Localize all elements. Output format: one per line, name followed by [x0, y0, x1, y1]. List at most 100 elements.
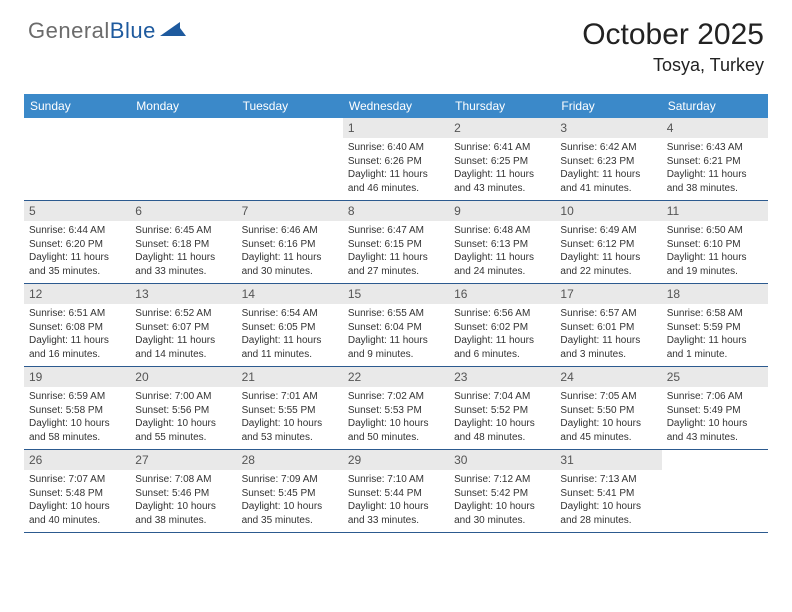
sunrise-text: Sunrise: 6:42 AM [560, 141, 657, 155]
day-info: Sunrise: 6:52 AMSunset: 6:07 PMDaylight:… [130, 304, 236, 365]
sunrise-text: Sunrise: 7:05 AM [560, 390, 657, 404]
sunrise-text: Sunrise: 6:41 AM [454, 141, 551, 155]
day-cell: 21Sunrise: 7:01 AMSunset: 5:55 PMDayligh… [237, 367, 343, 449]
sunset-text: Sunset: 5:45 PM [242, 487, 339, 501]
month-title: October 2025 [582, 18, 764, 51]
day-info: Sunrise: 7:00 AMSunset: 5:56 PMDaylight:… [130, 387, 236, 448]
day-header-cell: Thursday [449, 94, 555, 118]
day-cell: 20Sunrise: 7:00 AMSunset: 5:56 PMDayligh… [130, 367, 236, 449]
sunrise-text: Sunrise: 7:10 AM [348, 473, 445, 487]
sunset-text: Sunset: 6:05 PM [242, 321, 339, 335]
daylight-text: Daylight: 11 hours and 19 minutes. [667, 251, 764, 278]
day-number: 12 [24, 284, 130, 304]
day-info: Sunrise: 6:56 AMSunset: 6:02 PMDaylight:… [449, 304, 555, 365]
day-number [237, 118, 343, 136]
daylight-text: Daylight: 10 hours and 53 minutes. [242, 417, 339, 444]
day-info: Sunrise: 7:13 AMSunset: 5:41 PMDaylight:… [555, 470, 661, 531]
day-number: 28 [237, 450, 343, 470]
daylight-text: Daylight: 11 hours and 41 minutes. [560, 168, 657, 195]
day-number: 3 [555, 118, 661, 138]
day-info: Sunrise: 6:54 AMSunset: 6:05 PMDaylight:… [237, 304, 343, 365]
triangle-icon [160, 20, 186, 43]
sunrise-text: Sunrise: 6:44 AM [29, 224, 126, 238]
sunset-text: Sunset: 6:21 PM [667, 155, 764, 169]
sunrise-text: Sunrise: 6:59 AM [29, 390, 126, 404]
day-number: 24 [555, 367, 661, 387]
day-number: 25 [662, 367, 768, 387]
sunrise-text: Sunrise: 6:48 AM [454, 224, 551, 238]
day-cell: 19Sunrise: 6:59 AMSunset: 5:58 PMDayligh… [24, 367, 130, 449]
day-info: Sunrise: 6:42 AMSunset: 6:23 PMDaylight:… [555, 138, 661, 199]
day-cell: 7Sunrise: 6:46 AMSunset: 6:16 PMDaylight… [237, 201, 343, 283]
sunrise-text: Sunrise: 6:47 AM [348, 224, 445, 238]
daylight-text: Daylight: 10 hours and 48 minutes. [454, 417, 551, 444]
day-number: 6 [130, 201, 236, 221]
daylight-text: Daylight: 10 hours and 45 minutes. [560, 417, 657, 444]
day-number: 13 [130, 284, 236, 304]
day-number: 31 [555, 450, 661, 470]
sunset-text: Sunset: 6:23 PM [560, 155, 657, 169]
day-info: Sunrise: 7:04 AMSunset: 5:52 PMDaylight:… [449, 387, 555, 448]
day-info: Sunrise: 7:07 AMSunset: 5:48 PMDaylight:… [24, 470, 130, 531]
daylight-text: Daylight: 10 hours and 38 minutes. [135, 500, 232, 527]
day-info: Sunrise: 6:44 AMSunset: 6:20 PMDaylight:… [24, 221, 130, 282]
day-number: 16 [449, 284, 555, 304]
sunrise-text: Sunrise: 7:12 AM [454, 473, 551, 487]
day-number: 22 [343, 367, 449, 387]
logo: GeneralBlue [28, 18, 186, 44]
sunrise-text: Sunrise: 7:01 AM [242, 390, 339, 404]
sunset-text: Sunset: 5:48 PM [29, 487, 126, 501]
day-cell: 22Sunrise: 7:02 AMSunset: 5:53 PMDayligh… [343, 367, 449, 449]
day-cell: 30Sunrise: 7:12 AMSunset: 5:42 PMDayligh… [449, 450, 555, 532]
day-cell: 4Sunrise: 6:43 AMSunset: 6:21 PMDaylight… [662, 118, 768, 200]
day-number: 10 [555, 201, 661, 221]
calendar: SundayMondayTuesdayWednesdayThursdayFrid… [24, 94, 768, 533]
day-cell: 9Sunrise: 6:48 AMSunset: 6:13 PMDaylight… [449, 201, 555, 283]
sunset-text: Sunset: 6:15 PM [348, 238, 445, 252]
day-number: 11 [662, 201, 768, 221]
day-cell: 13Sunrise: 6:52 AMSunset: 6:07 PMDayligh… [130, 284, 236, 366]
day-number: 9 [449, 201, 555, 221]
daylight-text: Daylight: 11 hours and 6 minutes. [454, 334, 551, 361]
day-number: 30 [449, 450, 555, 470]
day-info: Sunrise: 7:09 AMSunset: 5:45 PMDaylight:… [237, 470, 343, 531]
day-info: Sunrise: 6:48 AMSunset: 6:13 PMDaylight:… [449, 221, 555, 282]
day-cell: 24Sunrise: 7:05 AMSunset: 5:50 PMDayligh… [555, 367, 661, 449]
day-cell: 26Sunrise: 7:07 AMSunset: 5:48 PMDayligh… [24, 450, 130, 532]
day-info: Sunrise: 6:46 AMSunset: 6:16 PMDaylight:… [237, 221, 343, 282]
sunset-text: Sunset: 5:55 PM [242, 404, 339, 418]
daylight-text: Daylight: 11 hours and 11 minutes. [242, 334, 339, 361]
sunset-text: Sunset: 5:49 PM [667, 404, 764, 418]
day-info: Sunrise: 7:06 AMSunset: 5:49 PMDaylight:… [662, 387, 768, 448]
day-cell [130, 118, 236, 200]
day-cell: 18Sunrise: 6:58 AMSunset: 5:59 PMDayligh… [662, 284, 768, 366]
sunset-text: Sunset: 6:07 PM [135, 321, 232, 335]
sunrise-text: Sunrise: 6:56 AM [454, 307, 551, 321]
daylight-text: Daylight: 11 hours and 22 minutes. [560, 251, 657, 278]
daylight-text: Daylight: 11 hours and 30 minutes. [242, 251, 339, 278]
daylight-text: Daylight: 11 hours and 14 minutes. [135, 334, 232, 361]
week-row: 5Sunrise: 6:44 AMSunset: 6:20 PMDaylight… [24, 201, 768, 284]
daylight-text: Daylight: 11 hours and 16 minutes. [29, 334, 126, 361]
day-info: Sunrise: 6:40 AMSunset: 6:26 PMDaylight:… [343, 138, 449, 199]
day-number [130, 118, 236, 136]
sunset-text: Sunset: 5:46 PM [135, 487, 232, 501]
day-info: Sunrise: 6:59 AMSunset: 5:58 PMDaylight:… [24, 387, 130, 448]
sunset-text: Sunset: 5:53 PM [348, 404, 445, 418]
day-number [662, 450, 768, 468]
day-cell: 15Sunrise: 6:55 AMSunset: 6:04 PMDayligh… [343, 284, 449, 366]
daylight-text: Daylight: 10 hours and 50 minutes. [348, 417, 445, 444]
day-cell [24, 118, 130, 200]
daylight-text: Daylight: 11 hours and 46 minutes. [348, 168, 445, 195]
daylight-text: Daylight: 10 hours and 35 minutes. [242, 500, 339, 527]
day-number: 8 [343, 201, 449, 221]
day-info: Sunrise: 6:43 AMSunset: 6:21 PMDaylight:… [662, 138, 768, 199]
sunset-text: Sunset: 6:12 PM [560, 238, 657, 252]
day-cell: 31Sunrise: 7:13 AMSunset: 5:41 PMDayligh… [555, 450, 661, 532]
sunset-text: Sunset: 6:08 PM [29, 321, 126, 335]
day-header-cell: Sunday [24, 94, 130, 118]
daylight-text: Daylight: 10 hours and 58 minutes. [29, 417, 126, 444]
sunset-text: Sunset: 6:20 PM [29, 238, 126, 252]
sunrise-text: Sunrise: 7:08 AM [135, 473, 232, 487]
day-cell: 28Sunrise: 7:09 AMSunset: 5:45 PMDayligh… [237, 450, 343, 532]
